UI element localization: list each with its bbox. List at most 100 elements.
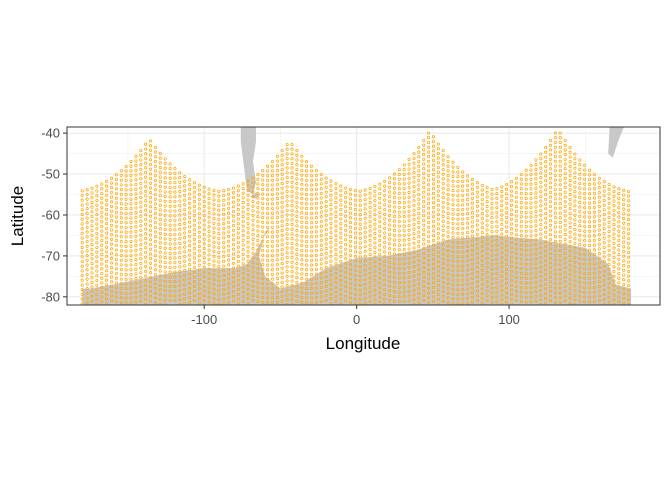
orbit-point (329, 188, 333, 193)
orbit-point (324, 204, 328, 208)
orbit-point (392, 177, 396, 181)
orbit-point (358, 208, 362, 212)
orbit-point (173, 289, 177, 293)
orbit-point (280, 158, 284, 162)
orbit-point (217, 189, 221, 193)
orbit-point (490, 239, 494, 243)
orbit-point (334, 182, 338, 186)
orbit-point (109, 209, 114, 213)
orbit-point (109, 270, 114, 274)
orbit-point (197, 197, 201, 201)
orbit-point (412, 180, 416, 184)
orbit-point (373, 250, 377, 254)
orbit-point (514, 289, 518, 293)
orbit-point (607, 225, 611, 229)
orbit-point (470, 286, 475, 290)
orbit-point (178, 180, 182, 184)
orbit-point (466, 235, 470, 239)
orbit-point (231, 214, 236, 218)
orbit-point (563, 167, 567, 171)
orbit-point (544, 202, 548, 206)
orbit-point (500, 241, 504, 245)
orbit-point (129, 272, 133, 277)
orbit-point (495, 271, 499, 276)
orbit-point (431, 276, 436, 280)
orbit-point (466, 226, 470, 230)
orbit-point (192, 275, 196, 279)
orbit-point (80, 250, 84, 254)
orbit-point (285, 208, 289, 212)
orbit-point (592, 229, 596, 233)
orbit-point (309, 249, 314, 253)
orbit-point (441, 243, 445, 247)
orbit-point (358, 194, 362, 198)
orbit-point (153, 169, 157, 173)
orbit-point (534, 205, 538, 209)
orbit-point (602, 217, 606, 221)
orbit-point (207, 281, 211, 285)
orbit-point (251, 228, 255, 232)
orbit-point (295, 191, 299, 195)
orbit-point (178, 204, 182, 208)
orbit-point (353, 278, 357, 282)
orbit-point (451, 212, 455, 216)
orbit-point (280, 224, 284, 228)
orbit-point (227, 296, 231, 300)
orbit-point (148, 224, 153, 228)
orbit-point (373, 269, 377, 273)
orbit-point (109, 275, 114, 279)
orbit-point (178, 199, 182, 203)
orbit-point (295, 219, 299, 223)
orbit-point (378, 248, 382, 252)
orbit-point (173, 261, 177, 265)
orbit-point (529, 286, 533, 290)
orbit-point (431, 168, 436, 172)
orbit-point (202, 228, 206, 232)
orbit-point (119, 239, 123, 243)
orbit-point (236, 278, 240, 282)
orbit-point (202, 294, 206, 298)
orbit-point (212, 212, 216, 216)
orbit-point (373, 264, 377, 269)
orbit-point (105, 278, 109, 282)
orbit-point (534, 196, 538, 200)
orbit-point (295, 247, 299, 252)
orbit-point (568, 301, 572, 305)
orbit-point (85, 282, 89, 286)
orbit-point (558, 253, 562, 257)
orbit-point (529, 206, 533, 210)
orbit-point (592, 267, 596, 271)
orbit-point (578, 247, 582, 251)
orbit-point (348, 300, 353, 305)
orbit-point (153, 239, 157, 244)
orbit-point (339, 231, 343, 235)
orbit-point (451, 287, 455, 291)
orbit-point (231, 195, 236, 199)
orbit-point (134, 154, 138, 158)
orbit-point (583, 253, 587, 257)
orbit-point (188, 295, 192, 300)
orbit-point (324, 228, 328, 232)
orbit-point (583, 248, 587, 252)
orbit-point (129, 263, 133, 267)
orbit-point (197, 202, 201, 206)
orbit-point (431, 205, 436, 209)
orbit-point (466, 254, 470, 258)
orbit-point (480, 282, 484, 286)
orbit-point (100, 206, 104, 210)
orbit-point (461, 217, 465, 221)
orbit-point (309, 282, 314, 286)
orbit-point (553, 155, 557, 159)
orbit-point (388, 256, 392, 260)
orbit-point (422, 275, 426, 279)
orbit-point (129, 188, 133, 192)
orbit-point (309, 207, 314, 211)
orbit-point (270, 291, 275, 295)
orbit-point (573, 293, 577, 297)
orbit-point (144, 185, 148, 189)
orbit-point (422, 148, 426, 152)
orbit-point (505, 295, 509, 300)
orbit-point (378, 243, 382, 247)
orbit-point (422, 171, 426, 175)
orbit-point (422, 181, 426, 185)
